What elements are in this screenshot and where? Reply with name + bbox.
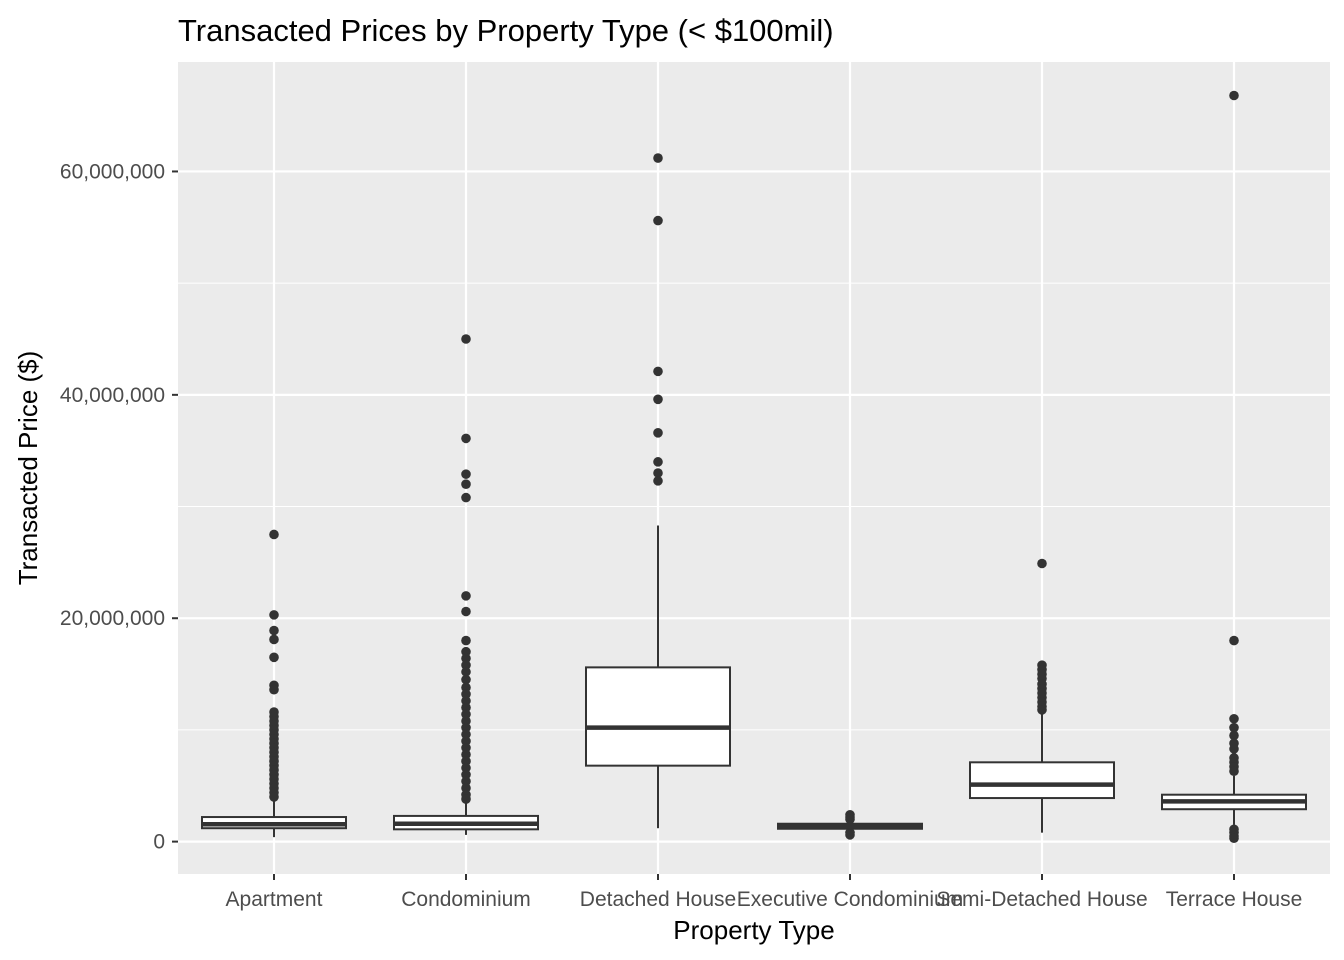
outlier-point <box>1037 558 1047 569</box>
outlier-point <box>269 792 279 802</box>
outlier-point <box>269 625 279 636</box>
outlier-point <box>1229 713 1239 724</box>
outlier-point <box>1037 705 1047 715</box>
outlier-point <box>461 716 471 726</box>
x-tick-label: Condominium <box>401 888 531 911</box>
y-tick-label: 0 <box>153 831 165 854</box>
outlier-point <box>461 635 471 646</box>
outlier-point <box>461 736 471 746</box>
outlier-point <box>461 689 471 699</box>
grid-minor <box>178 282 1330 731</box>
y-axis-title: Transacted Price ($) <box>13 351 43 586</box>
outlier-point <box>461 660 471 670</box>
outlier-point <box>653 215 663 226</box>
outlier-point <box>461 769 471 780</box>
box-detached-house <box>585 153 731 829</box>
outlier-point <box>461 606 471 617</box>
y-axis: 0 20,000,000 40,000,000 60,000,000 <box>60 160 178 854</box>
x-axis: Apartment Condominium Detached House Execut… <box>226 874 1303 911</box>
x-axis-title: Property Type <box>673 915 834 945</box>
y-tick-label: 20,000,000 <box>60 607 165 630</box>
outlier-point <box>461 776 471 787</box>
outlier-point <box>461 591 471 601</box>
outlier-point <box>461 674 471 685</box>
outlier-point <box>461 794 471 804</box>
outlier-point <box>461 722 471 733</box>
outlier-point <box>461 709 471 720</box>
outlier-point <box>1229 730 1239 741</box>
outlier-point <box>653 468 663 478</box>
outlier-point <box>1229 635 1239 646</box>
outlier-point <box>653 457 663 467</box>
x-tick-label: Apartment <box>226 888 323 911</box>
outlier-point <box>461 756 471 766</box>
box-condominium <box>393 334 539 835</box>
y-tick-label: 60,000,000 <box>60 160 165 183</box>
box-iqr <box>585 666 731 767</box>
outlier-point <box>269 634 279 645</box>
box-iqr <box>969 761 1115 800</box>
outlier-point <box>269 652 279 663</box>
outlier-point <box>461 479 471 489</box>
outlier-point <box>1229 766 1239 777</box>
outlier-point <box>1229 744 1239 754</box>
outlier-point <box>461 696 471 706</box>
outlier-point <box>461 667 471 677</box>
outlier-point <box>845 814 855 825</box>
outlier-point <box>461 729 471 740</box>
x-tick-label: Detached House <box>580 888 736 911</box>
box-series <box>201 90 1307 844</box>
box-terrace-house <box>1161 90 1307 844</box>
outlier-point <box>653 153 663 163</box>
outlier-point <box>461 763 471 773</box>
outlier-point <box>1229 722 1239 733</box>
outlier-point <box>461 492 471 503</box>
box-semi-detached-house <box>969 558 1115 833</box>
x-tick-label: Terrace House <box>1166 888 1303 911</box>
outlier-point <box>461 749 471 760</box>
outlier-point <box>461 742 471 753</box>
chart-title: Transacted Prices by Property Type (< $1… <box>178 13 834 48</box>
outlier-point <box>461 469 471 479</box>
outlier-point <box>269 684 279 695</box>
x-tick-label: Semi-Detached House <box>936 888 1147 911</box>
outlier-point <box>461 433 471 444</box>
outlier-point <box>845 830 855 840</box>
outlier-point <box>653 476 663 486</box>
y-tick-label: 40,000,000 <box>60 384 165 407</box>
outlier-point <box>653 428 663 438</box>
outlier-point <box>269 529 279 540</box>
outlier-point <box>461 783 471 793</box>
x-tick-label: Executive Condominium <box>737 888 963 911</box>
outlier-point <box>1229 833 1239 844</box>
box-apartment <box>201 529 347 838</box>
outlier-point <box>653 394 663 405</box>
outlier-point <box>461 702 471 713</box>
outlier-point <box>461 646 471 657</box>
outlier-point <box>461 653 471 664</box>
box-executive-condominium <box>777 810 923 840</box>
outlier-point <box>461 682 471 693</box>
outlier-point <box>653 366 663 377</box>
outlier-point <box>269 610 279 620</box>
outlier-point <box>461 334 471 344</box>
plot-panel <box>178 62 1330 874</box>
outlier-point <box>1229 90 1239 101</box>
